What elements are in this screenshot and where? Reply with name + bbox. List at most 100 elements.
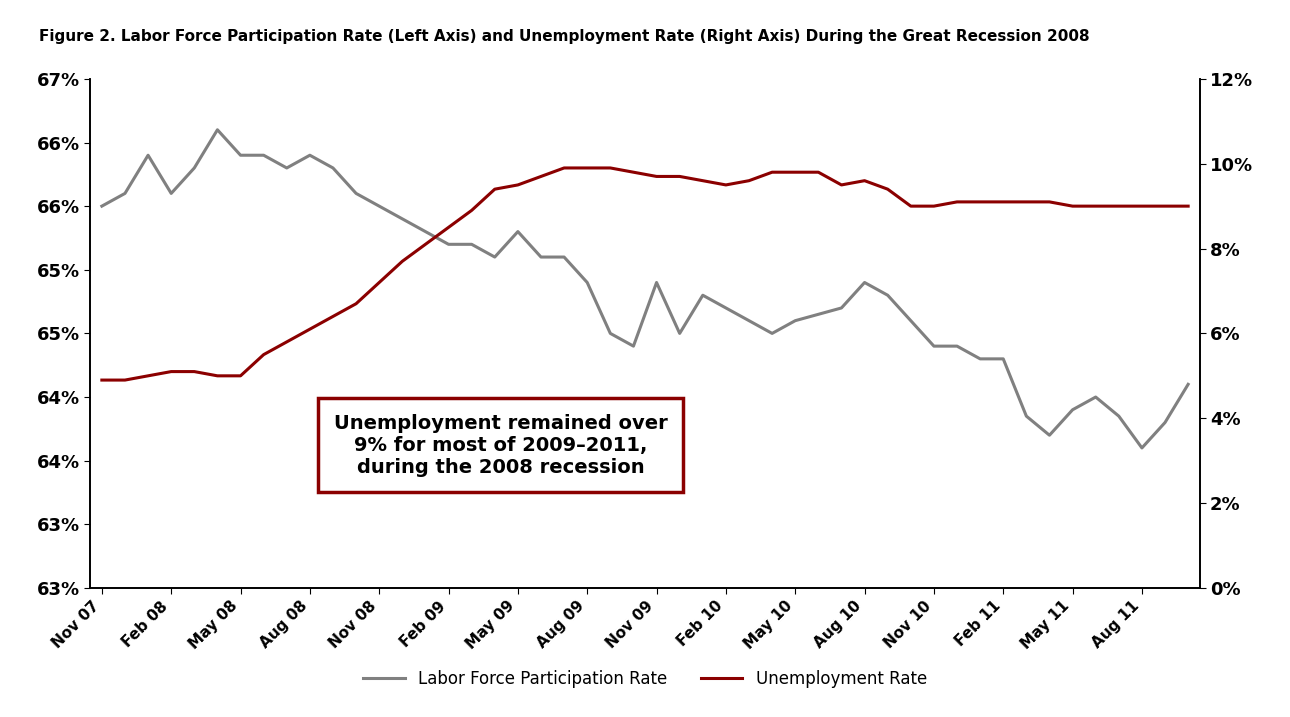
Labor Force Participation Rate	[372, 201, 387, 210]
Labor Force Participation Rate	[672, 329, 688, 338]
Unemployment Rate	[1111, 202, 1126, 211]
Unemployment Rate	[441, 223, 457, 232]
Unemployment Rate	[880, 185, 895, 194]
Unemployment Rate	[1180, 202, 1196, 211]
Text: Figure 2. Labor Force Participation Rate (Left Axis) and Unemployment Rate (Righ: Figure 2. Labor Force Participation Rate…	[39, 29, 1089, 44]
Text: Unemployment remained over
9% for most of 2009–2011,
during the 2008 recession: Unemployment remained over 9% for most o…	[334, 414, 668, 477]
Labor Force Participation Rate	[279, 163, 294, 172]
Labor Force Participation Rate	[94, 201, 110, 210]
Labor Force Participation Rate	[857, 278, 872, 287]
Labor Force Participation Rate	[695, 291, 711, 300]
Unemployment Rate	[810, 168, 826, 176]
Unemployment Rate	[117, 376, 133, 384]
Unemployment Rate	[418, 240, 433, 249]
Labor Force Participation Rate	[765, 329, 780, 338]
Labor Force Participation Rate	[787, 316, 802, 325]
Labor Force Participation Rate	[973, 354, 988, 363]
Unemployment Rate	[903, 202, 918, 211]
Unemployment Rate	[488, 185, 503, 194]
Unemployment Rate	[672, 172, 688, 181]
Unemployment Rate	[833, 181, 849, 189]
Labor Force Participation Rate	[1111, 412, 1126, 420]
Labor Force Participation Rate	[949, 342, 965, 351]
Labor Force Participation Rate	[255, 151, 271, 159]
Unemployment Rate	[395, 257, 410, 265]
Unemployment Rate	[464, 206, 480, 214]
Legend: Labor Force Participation Rate, Unemployment Rate: Labor Force Participation Rate, Unemploy…	[356, 663, 934, 694]
Unemployment Rate	[372, 278, 387, 287]
Unemployment Rate	[649, 172, 664, 181]
Labor Force Participation Rate	[1180, 380, 1196, 389]
Labor Force Participation Rate	[996, 354, 1011, 363]
Labor Force Participation Rate	[1064, 405, 1080, 414]
Unemployment Rate	[695, 176, 711, 185]
Labor Force Participation Rate	[510, 227, 525, 236]
Unemployment Rate	[973, 198, 988, 206]
Labor Force Participation Rate	[533, 253, 548, 262]
Labor Force Participation Rate	[1134, 444, 1149, 452]
Line: Unemployment Rate: Unemployment Rate	[102, 168, 1188, 380]
Unemployment Rate	[348, 300, 364, 308]
Unemployment Rate	[579, 163, 595, 172]
Labor Force Participation Rate	[488, 253, 503, 262]
Unemployment Rate	[556, 163, 571, 172]
Unemployment Rate	[949, 198, 965, 206]
Unemployment Rate	[1087, 202, 1103, 211]
Unemployment Rate	[141, 371, 156, 380]
Unemployment Rate	[1134, 202, 1149, 211]
Unemployment Rate	[857, 176, 872, 185]
Unemployment Rate	[325, 312, 341, 320]
Unemployment Rate	[1157, 202, 1173, 211]
Labor Force Participation Rate	[1042, 431, 1058, 440]
Unemployment Rate	[1064, 202, 1080, 211]
Labor Force Participation Rate	[348, 189, 364, 198]
Labor Force Participation Rate	[880, 291, 895, 300]
Labor Force Participation Rate	[602, 329, 618, 338]
Unemployment Rate	[926, 202, 942, 211]
Labor Force Participation Rate	[164, 189, 179, 198]
Labor Force Participation Rate	[1087, 393, 1103, 402]
Labor Force Participation Rate	[579, 278, 595, 287]
Labor Force Participation Rate	[719, 304, 734, 313]
Labor Force Participation Rate	[302, 151, 317, 159]
Labor Force Participation Rate	[232, 151, 248, 159]
Unemployment Rate	[210, 371, 226, 380]
Unemployment Rate	[602, 163, 618, 172]
Unemployment Rate	[510, 181, 525, 189]
Labor Force Participation Rate	[187, 163, 203, 172]
Unemployment Rate	[626, 168, 641, 176]
Labor Force Participation Rate	[141, 151, 156, 159]
Unemployment Rate	[742, 176, 757, 185]
Unemployment Rate	[996, 198, 1011, 206]
Labor Force Participation Rate	[464, 240, 480, 249]
Unemployment Rate	[164, 367, 179, 376]
Labor Force Participation Rate	[556, 253, 571, 262]
Unemployment Rate	[787, 168, 802, 176]
Unemployment Rate	[533, 172, 548, 181]
Unemployment Rate	[187, 367, 203, 376]
Labor Force Participation Rate	[926, 342, 942, 351]
Labor Force Participation Rate	[1019, 412, 1035, 420]
Unemployment Rate	[302, 325, 317, 333]
Labor Force Participation Rate	[742, 316, 757, 325]
Labor Force Participation Rate	[395, 214, 410, 223]
Labor Force Participation Rate	[117, 189, 133, 198]
Labor Force Participation Rate	[325, 163, 341, 172]
Unemployment Rate	[94, 376, 110, 384]
Unemployment Rate	[279, 338, 294, 346]
Labor Force Participation Rate	[626, 342, 641, 351]
Labor Force Participation Rate	[441, 240, 457, 249]
Labor Force Participation Rate	[1157, 418, 1173, 427]
Unemployment Rate	[1042, 198, 1058, 206]
Unemployment Rate	[232, 371, 248, 380]
Line: Labor Force Participation Rate: Labor Force Participation Rate	[102, 130, 1188, 448]
Labor Force Participation Rate	[418, 227, 433, 236]
Unemployment Rate	[719, 181, 734, 189]
Unemployment Rate	[1019, 198, 1035, 206]
Labor Force Participation Rate	[810, 310, 826, 318]
Labor Force Participation Rate	[903, 316, 918, 325]
Labor Force Participation Rate	[649, 278, 664, 287]
Unemployment Rate	[765, 168, 780, 176]
Unemployment Rate	[255, 351, 271, 359]
Labor Force Participation Rate	[210, 125, 226, 134]
